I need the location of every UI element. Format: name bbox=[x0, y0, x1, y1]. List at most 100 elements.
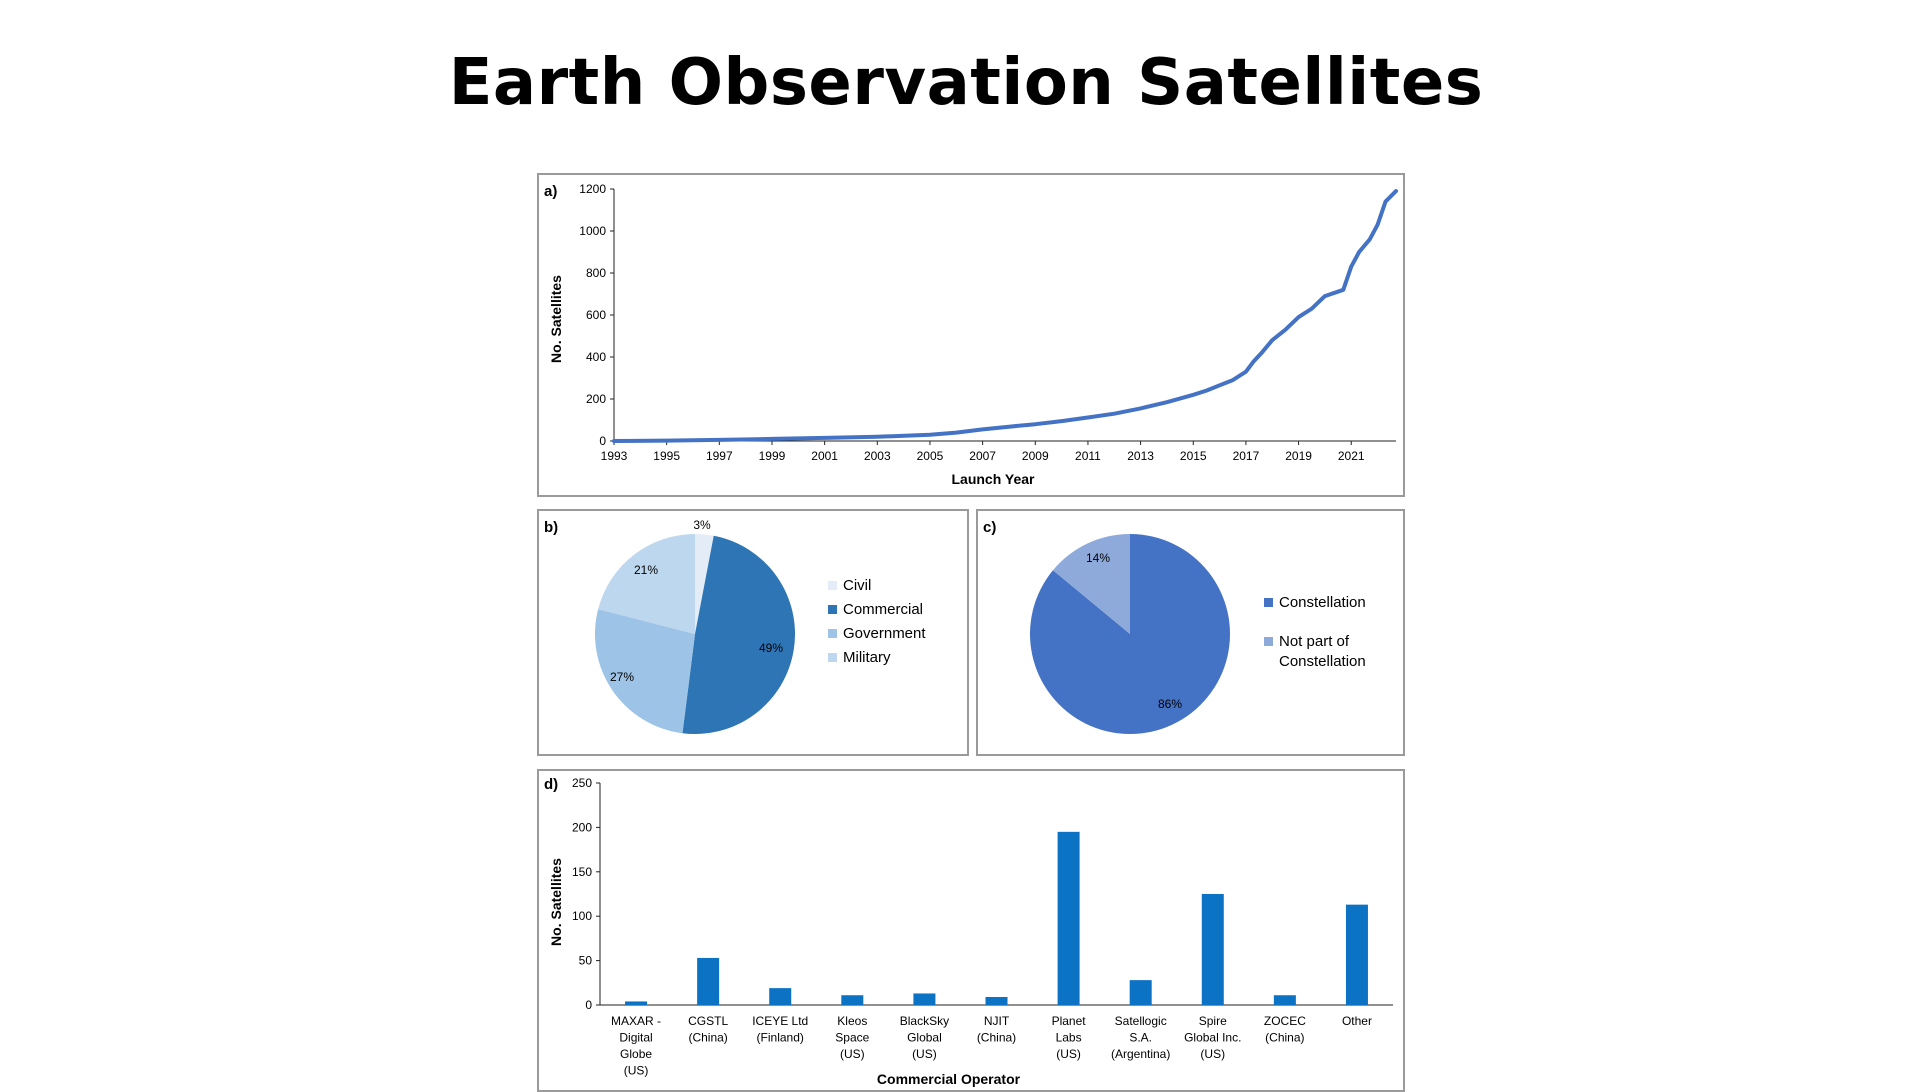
x-category-label: Planet bbox=[1052, 1014, 1087, 1028]
page-title: Earth Observation Satellites bbox=[448, 46, 1484, 120]
x-category-label: Global bbox=[907, 1031, 942, 1045]
bar bbox=[625, 1001, 648, 1005]
y-tick-label: 250 bbox=[572, 776, 592, 790]
x-tick-label: 2003 bbox=[864, 449, 891, 463]
x-category-label: Other bbox=[1342, 1014, 1372, 1028]
pie-slice-commercial bbox=[682, 535, 795, 734]
panel-label: a) bbox=[544, 183, 557, 200]
x-category-label: (China) bbox=[977, 1031, 1016, 1045]
y-tick-label: 150 bbox=[572, 865, 592, 879]
series-line-cumulative-satellites bbox=[612, 189, 1398, 443]
x-category-label: (US) bbox=[1200, 1047, 1225, 1061]
pie-data-label: 49% bbox=[759, 641, 783, 655]
x-category-label: (US) bbox=[1056, 1047, 1081, 1061]
panel-label: d) bbox=[544, 776, 558, 793]
bar bbox=[1345, 904, 1368, 1005]
x-category-label: (China) bbox=[1265, 1031, 1304, 1045]
x-category-label: MAXAR - bbox=[611, 1014, 661, 1028]
legend-label: Commercial bbox=[843, 601, 923, 618]
x-category-label: NJIT bbox=[984, 1014, 1010, 1028]
x-axis-title: Launch Year bbox=[951, 471, 1035, 487]
pie-data-label: 14% bbox=[1086, 551, 1110, 565]
bar bbox=[1273, 995, 1296, 1005]
x-tick-label: 2005 bbox=[917, 449, 944, 463]
y-axis-title: No. Satellites bbox=[548, 858, 564, 946]
x-category-label: Digital bbox=[619, 1031, 652, 1045]
x-tick-label: 2001 bbox=[811, 449, 838, 463]
x-category-label: (Finland) bbox=[757, 1031, 804, 1045]
x-tick-label: 2017 bbox=[1233, 449, 1260, 463]
bar-chart-svg: d) 0 50 100 150 200 250 MAXAR - Digital Globe (US)… bbox=[544, 776, 1393, 1087]
panel-c-pie-chart: c) 86% 14% Constellation Not part of Constell… bbox=[976, 509, 1405, 756]
y-tick-label: 600 bbox=[586, 308, 606, 322]
legend-swatch bbox=[828, 629, 837, 638]
x-category-label: ICEYE Ltd bbox=[752, 1014, 808, 1028]
legend-swatch bbox=[828, 581, 837, 590]
pie-slice-government bbox=[594, 609, 695, 734]
x-category-label: Satellogic bbox=[1115, 1014, 1167, 1028]
x-category-label: (China) bbox=[688, 1031, 727, 1045]
x-tick-label: 1999 bbox=[759, 449, 786, 463]
legend-label: Not part of bbox=[1279, 633, 1350, 650]
bar bbox=[985, 997, 1008, 1005]
bar bbox=[913, 993, 936, 1005]
y-axis-title: No. Satellites bbox=[548, 275, 564, 363]
pie-chart-constellation-svg: c) 86% 14% Constellation Not part of Constell… bbox=[983, 519, 1366, 734]
x-category-label: Spire bbox=[1199, 1014, 1227, 1028]
x-tick-label: 1993 bbox=[601, 449, 628, 463]
legend-label: Civil bbox=[843, 577, 871, 594]
legend-label: Constellation bbox=[1279, 594, 1366, 611]
legend-swatch bbox=[1264, 637, 1273, 646]
pie-slice-military bbox=[598, 534, 695, 634]
pie-data-label: 86% bbox=[1158, 697, 1182, 711]
x-tick-label: 1995 bbox=[653, 449, 680, 463]
y-tick-label: 50 bbox=[579, 954, 593, 968]
legend-label: Military bbox=[843, 649, 891, 666]
line-chart-svg: a) 0 200 400 600 800 1000 1200 1993 1995 1997 1999 2… bbox=[544, 182, 1398, 487]
panel-b-pie-chart: b) 3% 49% 27% 21% Civil Commercial Government Mi… bbox=[537, 509, 969, 756]
y-tick-label: 100 bbox=[572, 909, 592, 923]
panel-a-line-chart: a) 0 200 400 600 800 1000 1200 1993 1995 1997 1999 2… bbox=[537, 173, 1405, 497]
legend-swatch bbox=[828, 605, 837, 614]
x-tick-label: 2021 bbox=[1338, 449, 1365, 463]
bar bbox=[841, 995, 864, 1005]
y-tick-label: 200 bbox=[586, 392, 606, 406]
bar bbox=[1057, 831, 1080, 1005]
panel-d-bar-chart: d) 0 50 100 150 200 250 MAXAR - Digital Globe (US)… bbox=[537, 769, 1405, 1092]
x-category-label: Labs bbox=[1056, 1031, 1082, 1045]
x-category-label: (US) bbox=[624, 1064, 649, 1078]
pie-chart-operator-type-svg: b) 3% 49% 27% 21% Civil Commercial Government Mi… bbox=[544, 518, 926, 734]
y-tick-label: 200 bbox=[572, 820, 592, 834]
bar bbox=[1129, 980, 1152, 1005]
pie-data-label: 21% bbox=[634, 563, 658, 577]
x-tick-label: 2015 bbox=[1180, 449, 1207, 463]
x-category-label: (US) bbox=[912, 1047, 937, 1061]
pie-data-label: 3% bbox=[693, 518, 711, 532]
x-category-label: S.A. bbox=[1129, 1031, 1152, 1045]
y-tick-label: 0 bbox=[585, 998, 592, 1012]
x-tick-label: 2011 bbox=[1075, 449, 1101, 463]
bar bbox=[697, 957, 720, 1005]
x-category-label: ZOCEC bbox=[1264, 1014, 1306, 1028]
pie-data-label: 27% bbox=[610, 670, 634, 684]
y-tick-label: 800 bbox=[586, 266, 606, 280]
x-axis-title: Commercial Operator bbox=[877, 1071, 1021, 1087]
y-tick-label: 0 bbox=[599, 434, 606, 448]
x-category-label: (US) bbox=[840, 1047, 865, 1061]
x-category-label: BlackSky bbox=[900, 1014, 949, 1028]
pie-slice-civil bbox=[695, 534, 714, 634]
x-category-label: Kleos bbox=[837, 1014, 867, 1028]
panel-label: c) bbox=[983, 519, 996, 536]
bar bbox=[769, 988, 792, 1005]
x-category-label: Globe bbox=[620, 1047, 652, 1061]
panel-label: b) bbox=[544, 519, 558, 536]
pie-slice-not-part-of-constellation bbox=[1052, 534, 1130, 634]
y-tick-label: 400 bbox=[586, 350, 606, 364]
x-category-label: Space bbox=[835, 1031, 869, 1045]
x-category-label: (Argentina) bbox=[1111, 1047, 1170, 1061]
y-tick-label: 1000 bbox=[579, 224, 606, 238]
pie-slice-constellation bbox=[1030, 534, 1231, 734]
x-tick-label: 2013 bbox=[1127, 449, 1154, 463]
x-tick-label: 1997 bbox=[706, 449, 733, 463]
x-tick-label: 2019 bbox=[1285, 449, 1312, 463]
